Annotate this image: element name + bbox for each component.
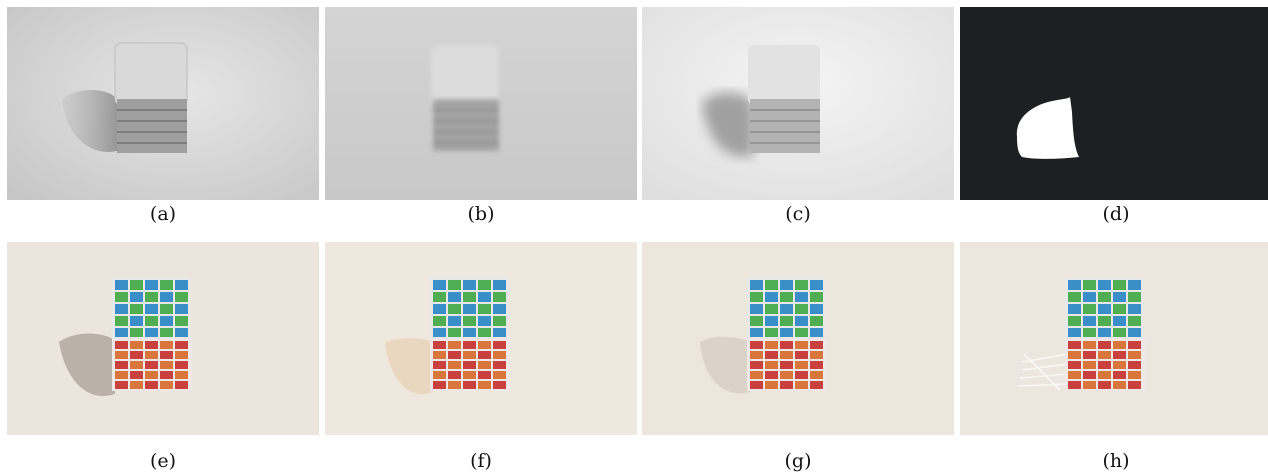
panel-e bbox=[7, 242, 319, 435]
panel-c bbox=[642, 7, 954, 200]
panel-c-image bbox=[642, 7, 954, 200]
caption-b: (b) bbox=[467, 203, 495, 225]
caption-d: (d) bbox=[1102, 203, 1130, 225]
panel-d bbox=[960, 7, 1268, 200]
caption-a: (a) bbox=[149, 203, 177, 225]
panel-h bbox=[960, 242, 1268, 435]
panel-f-image bbox=[325, 242, 637, 435]
caption-f: (f) bbox=[470, 450, 492, 472]
panel-e-image bbox=[7, 242, 319, 435]
panel-g-image bbox=[642, 242, 954, 435]
panel-d-image bbox=[960, 7, 1268, 200]
caption-h: (h) bbox=[1102, 450, 1130, 472]
caption-e: (e) bbox=[149, 450, 177, 472]
panel-b-image bbox=[325, 7, 637, 200]
panel-a bbox=[7, 7, 319, 200]
panel-f bbox=[325, 242, 637, 435]
panel-b bbox=[325, 7, 637, 200]
panel-h-image bbox=[960, 242, 1268, 435]
caption-g: (g) bbox=[784, 450, 812, 472]
caption-c: (c) bbox=[785, 203, 811, 225]
panel-g bbox=[642, 242, 954, 435]
panel-a-image bbox=[7, 7, 319, 200]
